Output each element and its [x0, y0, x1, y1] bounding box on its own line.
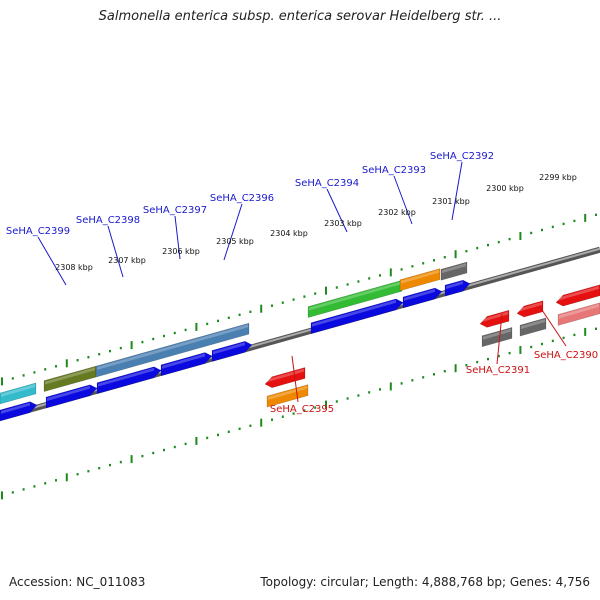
reverse-cds-feature: [264, 367, 306, 388]
cds-feature: [402, 287, 443, 309]
reverse-label-leader: [291, 355, 299, 403]
forward-label-leader: [451, 161, 463, 221]
ruler-label: 2303 kbp: [324, 219, 362, 228]
reverse-gene-gray: [481, 327, 513, 348]
cds-feature: [96, 366, 162, 395]
gene-feature-green: [307, 279, 403, 318]
cds-feature-gloss: [213, 342, 245, 355]
accession-text: Accession: NC_011083: [9, 575, 146, 589]
ruler-label: 2301 kbp: [432, 197, 470, 206]
cds-feature-gloss: [404, 288, 435, 301]
reverse-cds-feature: [555, 284, 600, 307]
ruler-label: 2300 kbp: [486, 184, 524, 193]
reverse-label-leader: [496, 313, 503, 365]
outer-ruler: [1, 213, 597, 386]
cds-feature: [310, 298, 404, 335]
map-title: Salmonella enterica subsp. enterica sero…: [98, 9, 502, 24]
gene-feature-teal-gloss: [1, 384, 35, 397]
cds-feature: [444, 279, 471, 297]
forward-gene-label: SeHA_C2398: [76, 215, 140, 226]
reverse-gene-label: SeHA_C2390: [534, 350, 598, 361]
ruler-label: 2305 kbp: [216, 237, 254, 246]
forward-label-leader: [326, 188, 348, 233]
gene-feature-gray-gloss: [442, 263, 466, 274]
ruler-label: 2302 kbp: [378, 208, 416, 217]
label-layer: 2308 kbp 2307 kbp 2306 kbp 2305 kbp 2304 kbp…: [6, 151, 598, 415]
reverse-cds-feature-gloss: [481, 311, 508, 323]
cds-feature-gloss: [162, 353, 205, 369]
forward-gene-label: SeHA_C2397: [143, 205, 207, 216]
topology-text: Topology: circular; Length: 4,888,768 bp…: [260, 575, 590, 589]
feature-track: [0, 261, 600, 422]
gene-feature-gray: [440, 261, 468, 281]
forward-gene-label: SeHA_C2392: [430, 151, 494, 162]
ruler-label: 2304 kbp: [270, 229, 308, 238]
gene-feature-steel-gloss: [97, 324, 248, 370]
ruler-label: 2299 kbp: [539, 173, 577, 182]
ruler-label: 2306 kbp: [162, 247, 200, 256]
reverse-gene-gray: [519, 317, 547, 337]
forward-label-leader: [107, 225, 124, 278]
cds-feature: [211, 341, 253, 362]
forward-label-leader: [223, 203, 243, 261]
forward-label-leader: [393, 175, 413, 225]
reverse-gene-orange-gloss: [268, 385, 307, 400]
gene-feature-orange: [399, 268, 441, 292]
cds-feature-gloss: [47, 385, 90, 401]
forward-gene-label: SeHA_C2399: [6, 226, 70, 237]
label-leaders: [37, 161, 567, 403]
cds-feature-gloss: [312, 299, 396, 327]
reverse-gene-label: SeHA_C2395: [270, 404, 334, 415]
reverse-gene-pink: [557, 302, 600, 326]
forward-label-leader: [174, 215, 181, 260]
cds-feature-gloss: [1, 402, 30, 414]
inner-ruler: [1, 327, 597, 500]
gene-feature-olive-gloss: [45, 367, 95, 385]
reverse-cds-feature: [516, 300, 544, 318]
reverse-gene-label: SeHA_C2391: [466, 365, 530, 376]
ruler-label: 2307 kbp: [108, 256, 146, 265]
gene-feature-green-gloss: [309, 281, 401, 311]
gene-feature-orange-gloss: [401, 269, 439, 284]
cds-feature-gloss: [446, 281, 463, 290]
reverse-gene-gray-gloss: [521, 319, 545, 329]
cds-feature: [0, 401, 38, 422]
ruler-label: 2308 kbp: [55, 263, 93, 272]
reverse-label-leader: [539, 306, 567, 347]
gene-feature-teal: [0, 382, 37, 405]
cds-feature: [45, 384, 98, 409]
reverse-cds-feature-gloss: [557, 285, 599, 301]
reverse-gene-gray-gloss: [483, 328, 511, 340]
reverse-gene-pink-gloss: [559, 303, 599, 319]
forward-gene-label: SeHA_C2393: [362, 165, 426, 176]
cds-feature-gloss: [98, 367, 154, 387]
reverse-cds-feature-gloss: [518, 301, 542, 312]
forward-label-leader: [37, 236, 67, 286]
forward-gene-label: SeHA_C2394: [295, 178, 359, 189]
gene-feature-steel: [95, 322, 250, 378]
reverse-gene-orange: [266, 384, 309, 408]
cds-feature: [160, 352, 213, 377]
forward-gene-label: SeHA_C2396: [210, 193, 274, 204]
